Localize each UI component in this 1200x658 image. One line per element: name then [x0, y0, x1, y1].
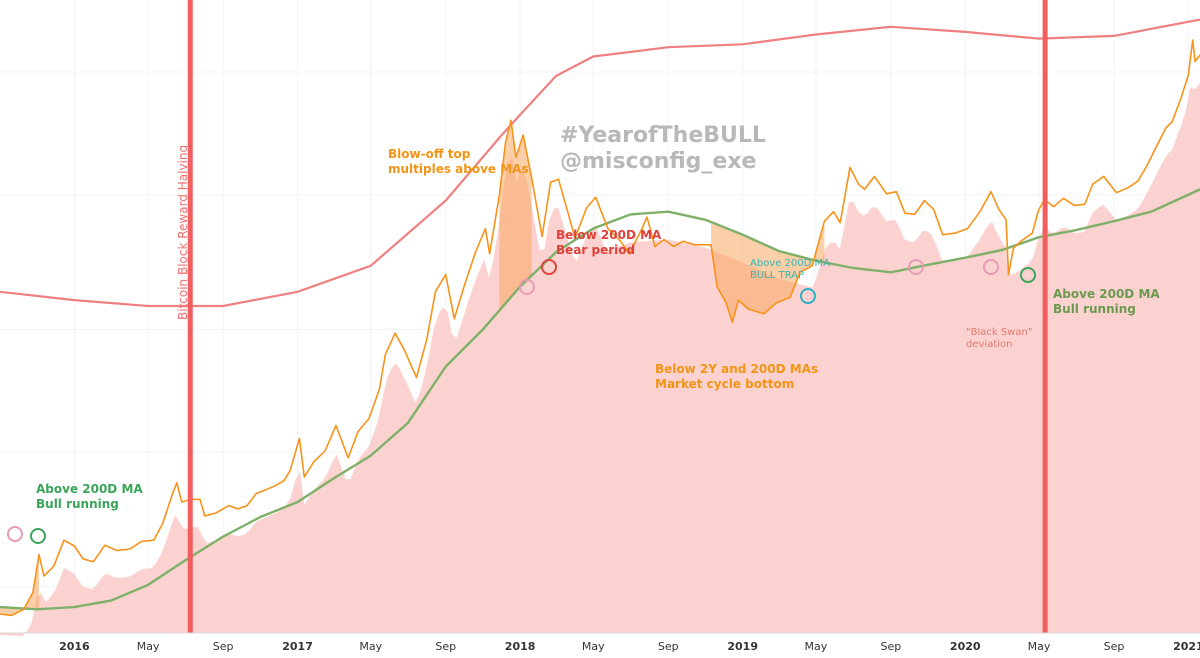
annotation-6-line-2: deviation: [966, 339, 1012, 350]
annotation-2-line-1: Blow-off top: [388, 147, 471, 161]
x-tick-label: Sep: [880, 640, 901, 653]
x-tick-label: 2016: [59, 640, 90, 653]
annotation-1-line-1: Above 200D MA: [36, 482, 143, 496]
blowoff-top-zone: [499, 120, 532, 311]
annotation-5-line-2: Market cycle bottom: [655, 377, 794, 391]
x-tick-label: 2020: [950, 640, 981, 653]
halving-label: Bitcoin Block Reward Halving: [176, 145, 190, 320]
marker-2018-dip: [519, 279, 535, 295]
marker-2020-cross: [1020, 267, 1036, 283]
halving-lines: [187, 0, 1048, 633]
x-tick-label: 2017: [282, 640, 313, 653]
watermark: #YearofTheBULL@misconfig_exe: [560, 123, 766, 174]
x-tick-label: May: [804, 640, 827, 653]
marker-2019-oct: [908, 259, 924, 275]
x-tick-label: May: [137, 640, 160, 653]
x-tick-label: 2021: [1173, 640, 1200, 653]
annotation-7-line-1: Above 200D MA: [1053, 287, 1160, 301]
x-axis-ticks: 2016 May Sep 2017 May Sep 2018 May Sep 2019 May Sep…: [59, 640, 1200, 653]
annotation-6-line-1: "Black Swan": [966, 327, 1032, 338]
btc-price-line: [0, 39, 1200, 617]
halving-line-1: [187, 0, 193, 633]
ma-2y-line: [0, 18, 1200, 308]
annotation-7-line-2: Bull running: [1053, 302, 1136, 316]
ma-200d-line: [0, 188, 1200, 611]
marker-bear: [541, 259, 557, 275]
halving-line-2: [1042, 0, 1048, 633]
x-tick-label: 2019: [727, 640, 758, 653]
x-tick-label: Sep: [213, 640, 234, 653]
marker-start-top: [7, 526, 23, 542]
x-tick-label: 2018: [505, 640, 536, 653]
watermark-line-1: #YearofTheBULL: [560, 123, 766, 148]
x-tick-label: May: [1028, 640, 1051, 653]
annotation-3-line-1: Below 200D MA: [556, 228, 662, 242]
annotation-4-line-1: Above 200D MA: [750, 258, 830, 269]
annotation-3-line-2: Bear period: [556, 243, 635, 257]
x-tick-label: May: [359, 640, 382, 653]
x-tick-label: Sep: [1104, 640, 1125, 653]
marker-start-cross: [30, 528, 46, 544]
x-tick-label: Sep: [435, 640, 456, 653]
annotation-4-line-2: BULL TRAP: [750, 270, 804, 281]
cycle-bottom-zone: [711, 221, 825, 323]
annotation-1-line-2: Bull running: [36, 497, 119, 511]
marker-bull-trap: [800, 288, 816, 304]
annotation-5-line-1: Below 2Y and 200D MAs: [655, 362, 818, 376]
x-tick-label: May: [582, 640, 605, 653]
watermark-line-2: @misconfig_exe: [560, 149, 756, 174]
ma-envelope-fill: [0, 82, 1200, 637]
annotation-2-line-2: multiples above MAs: [388, 162, 529, 176]
x-tick-label: Sep: [658, 640, 679, 653]
cross-markers: [7, 259, 1036, 544]
marker-2020-feb: [983, 259, 999, 275]
